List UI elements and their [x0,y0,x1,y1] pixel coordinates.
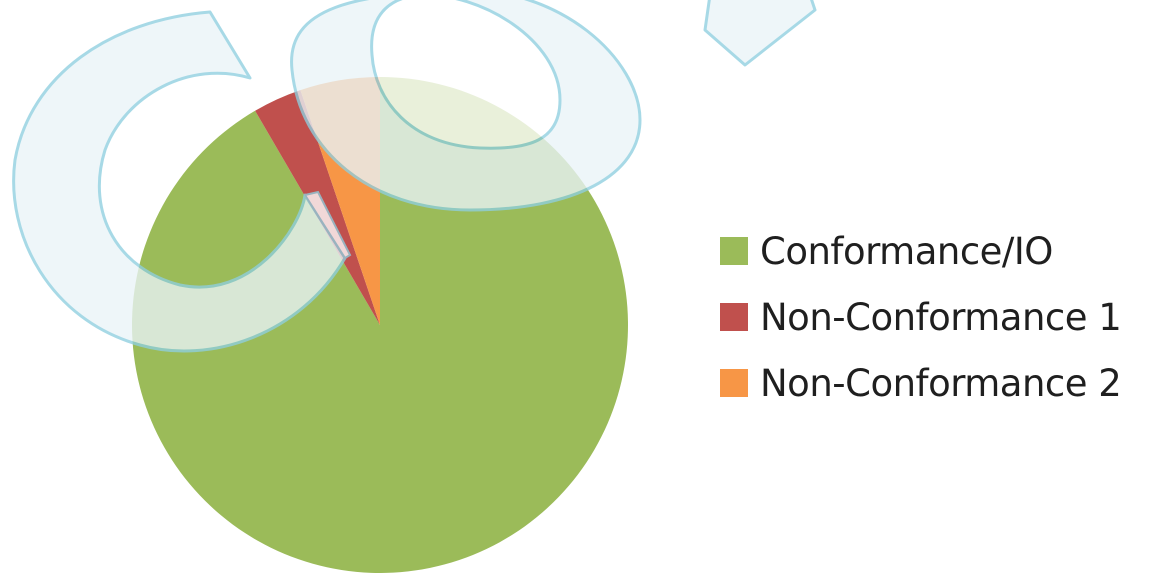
legend-swatch [720,237,748,265]
legend-swatch [720,369,748,397]
legend-item-non-conformance-1: Non-Conformance 1 [720,288,1150,346]
watermark-letter-o-inner [370,0,562,150]
watermark-c-notch [303,190,352,260]
legend-label: Non-Conformance 2 [760,361,1122,405]
watermark-logo [12,0,817,353]
watermark-letter-p [703,0,817,67]
legend-item-non-conformance-2: Non-Conformance 2 [720,354,1150,412]
legend-swatch [720,303,748,331]
legend-label: Conformance/IO [760,229,1053,273]
legend-label: Non-Conformance 1 [760,295,1122,339]
legend-item-conformance-io: Conformance/IO [720,222,1150,280]
chart-legend: Conformance/IO Non-Conformance 1 Non-Con… [720,222,1150,420]
watermark-letter-c [12,10,347,353]
